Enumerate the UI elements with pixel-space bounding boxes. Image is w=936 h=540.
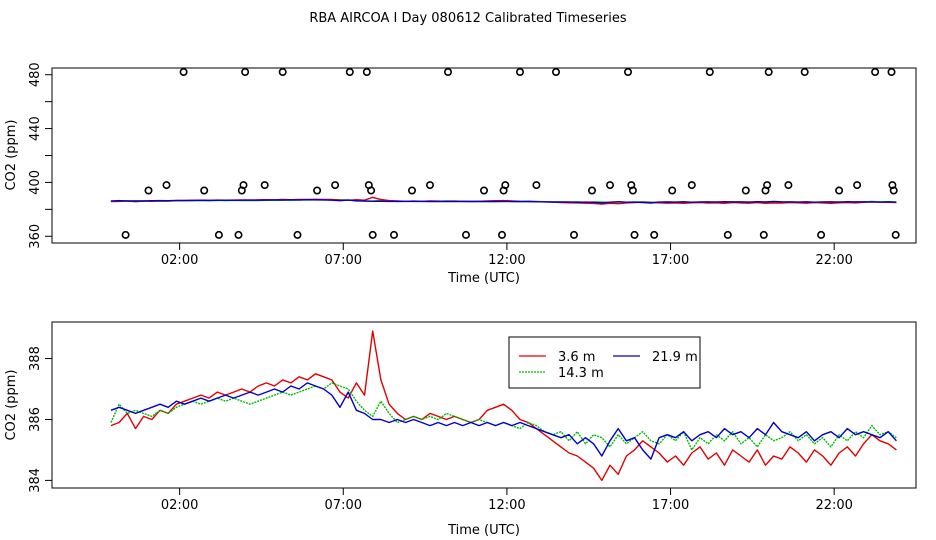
top-x-axis-title: Time (UTC) bbox=[447, 271, 520, 286]
outlier-point bbox=[278, 68, 287, 77]
bottom-series-line-21-9-m bbox=[110, 382, 897, 460]
outlier-point bbox=[705, 68, 714, 77]
bottom-panel: 02:00 07:00 12:00 17:00 22:00 384 386 388 Time… bbox=[4, 321, 917, 538]
chart-title: RBA AIRCOA I Day 080612 Calibrated Times… bbox=[309, 11, 627, 26]
outlier-point bbox=[345, 68, 354, 77]
outlier-point bbox=[425, 181, 434, 190]
bottom-xtick-label: 02:00 bbox=[161, 498, 198, 513]
outlier-point bbox=[407, 186, 416, 195]
outlier-point bbox=[889, 186, 898, 195]
bottom-series-line-3-6-m bbox=[110, 330, 897, 482]
top-xtick-label: 02:00 bbox=[161, 253, 198, 268]
outlier-point bbox=[887, 68, 896, 77]
bottom-xtick-label: 22:00 bbox=[815, 498, 852, 513]
outlier-point bbox=[293, 230, 302, 239]
top-ytick-label: 400 bbox=[28, 170, 43, 195]
outlier-point bbox=[532, 181, 541, 190]
outlier-point bbox=[239, 181, 248, 190]
top-xtick-label: 12:00 bbox=[488, 253, 525, 268]
bottom-ytick-label: 384 bbox=[28, 468, 43, 493]
top-xtick-label: 17:00 bbox=[652, 253, 689, 268]
outlier-point bbox=[817, 230, 826, 239]
outlier-point bbox=[587, 186, 596, 195]
legend-label-21-9m: 21.9 m bbox=[652, 350, 698, 365]
outlier-point bbox=[501, 181, 510, 190]
top-series-lines bbox=[110, 196, 897, 205]
outlier-point bbox=[871, 68, 880, 77]
outlier-point bbox=[668, 186, 677, 195]
outlier-point bbox=[362, 68, 371, 77]
outlier-point bbox=[784, 181, 793, 190]
top-x-axis: 02:00 07:00 12:00 17:00 22:00 bbox=[161, 243, 853, 268]
bottom-series-line-14-3-m bbox=[110, 382, 897, 451]
outlier-point bbox=[630, 230, 639, 239]
outlier-point bbox=[479, 186, 488, 195]
bottom-xtick-label: 07:00 bbox=[325, 498, 362, 513]
top-ytick-label: 480 bbox=[28, 62, 43, 87]
outlier-point bbox=[162, 181, 171, 190]
outlier-point bbox=[461, 230, 470, 239]
outlier-point bbox=[891, 230, 900, 239]
bottom-xtick-label: 12:00 bbox=[488, 498, 525, 513]
top-plot-frame bbox=[51, 67, 917, 244]
legend-label-14-3m: 14.3 m bbox=[558, 366, 604, 381]
outlier-point bbox=[605, 181, 614, 190]
top-series-line-21-9-m bbox=[110, 198, 897, 204]
top-ytick-label: 360 bbox=[28, 224, 43, 249]
outlier-point bbox=[367, 186, 376, 195]
outlier-point bbox=[313, 186, 322, 195]
outlier-point bbox=[389, 230, 398, 239]
bottom-y-axis: 384 386 388 bbox=[28, 346, 52, 493]
outlier-point bbox=[331, 181, 340, 190]
legend-box bbox=[508, 336, 701, 389]
outlier-point bbox=[623, 68, 632, 77]
outlier-point bbox=[368, 230, 377, 239]
bottom-ytick-label: 388 bbox=[28, 346, 43, 371]
outlier-point bbox=[241, 68, 250, 77]
outlier-point bbox=[179, 68, 188, 77]
outlier-point bbox=[800, 68, 809, 77]
outlier-point bbox=[200, 186, 209, 195]
top-panel: 02:00 07:00 12:00 17:00 22:00 360 400 440 480 T… bbox=[4, 62, 917, 286]
top-ytick-label: 440 bbox=[28, 116, 43, 141]
bottom-series-lines bbox=[110, 330, 897, 482]
legend: 3.6 m 21.9 m 14.3 m bbox=[508, 336, 701, 389]
outlier-point bbox=[569, 230, 578, 239]
outlier-point bbox=[260, 181, 269, 190]
outlier-point bbox=[723, 230, 732, 239]
outlier-point bbox=[628, 186, 637, 195]
outlier-point bbox=[443, 68, 452, 77]
outlier-point bbox=[551, 68, 560, 77]
outlier-point bbox=[121, 230, 130, 239]
outlier-point bbox=[835, 186, 844, 195]
outlier-point bbox=[515, 68, 524, 77]
bottom-x-axis-title: Time (UTC) bbox=[447, 523, 520, 538]
legend-label-3-6m: 3.6 m bbox=[558, 350, 595, 365]
bottom-x-axis: 02:00 07:00 12:00 17:00 22:00 bbox=[161, 488, 853, 513]
outlier-point bbox=[650, 230, 659, 239]
bottom-plot-frame bbox=[51, 321, 917, 489]
outlier-point bbox=[687, 181, 696, 190]
outlier-point bbox=[763, 181, 772, 190]
outlier-point bbox=[853, 181, 862, 190]
top-y-axis: 360 400 440 480 bbox=[28, 62, 52, 249]
outlier-point bbox=[741, 186, 750, 195]
top-xtick-label: 22:00 bbox=[815, 253, 852, 268]
outlier-point bbox=[497, 230, 506, 239]
top-outlier-points bbox=[121, 68, 900, 239]
top-y-axis-title: CO2 (ppm) bbox=[4, 119, 19, 190]
outlier-point bbox=[214, 230, 223, 239]
bottom-y-axis-title: CO2 (ppm) bbox=[4, 369, 19, 440]
bottom-xtick-label: 17:00 bbox=[652, 498, 689, 513]
bottom-ytick-label: 386 bbox=[28, 407, 43, 432]
top-xtick-label: 07:00 bbox=[325, 253, 362, 268]
outlier-point bbox=[144, 186, 153, 195]
outlier-point bbox=[764, 68, 773, 77]
outlier-point bbox=[759, 230, 768, 239]
outlier-point bbox=[234, 230, 243, 239]
